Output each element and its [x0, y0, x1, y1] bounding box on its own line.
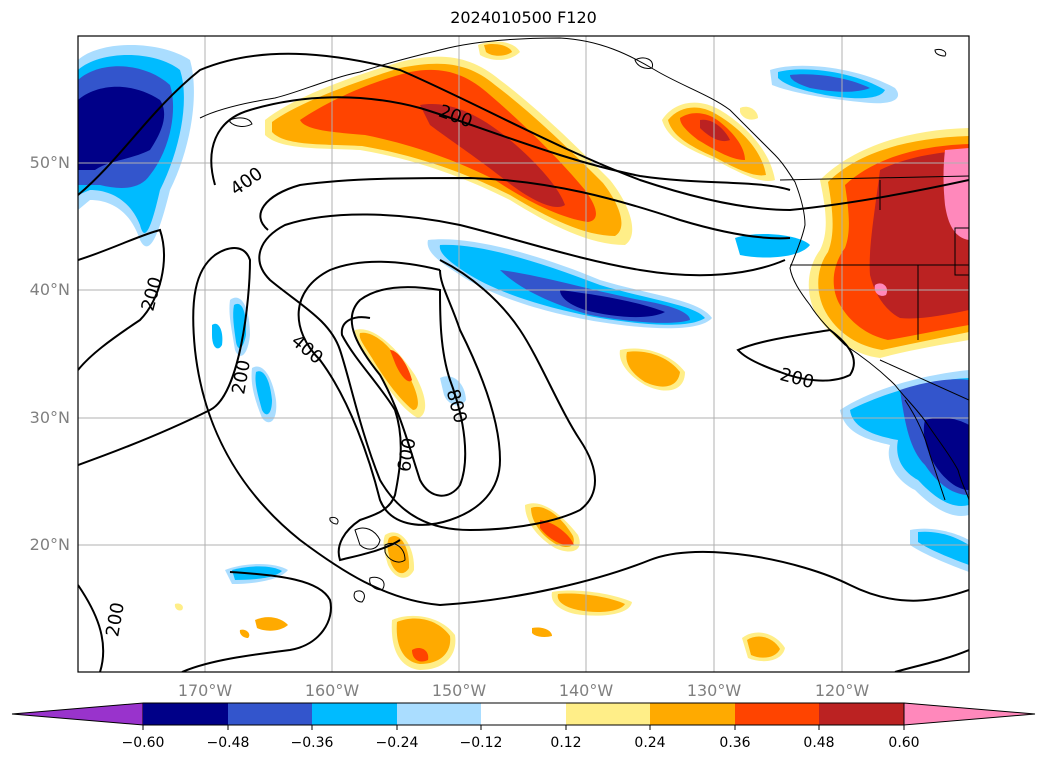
- lat-label-50n: 50°N: [29, 153, 70, 172]
- lat-label-40n: 40°N: [29, 280, 70, 299]
- positive-anomaly-pacific-nw: [662, 102, 775, 181]
- colorbar-tick-label: 0.24: [634, 735, 666, 751]
- colorbar-tick-label: −0.60: [121, 735, 165, 751]
- lon-label-150w: 150°W: [431, 681, 487, 700]
- colorbar-segment-9: [819, 703, 904, 725]
- colorbar-tick-label: 0.60: [888, 735, 920, 751]
- map-plot-area: 200 400 200 200 400 600 800 200 200: [78, 36, 969, 672]
- lat-label-20n: 20°N: [29, 535, 70, 554]
- colorbar-segment-2: [228, 703, 312, 725]
- coastlines: [199, 37, 969, 603]
- colorbar-segment-1: [143, 703, 228, 725]
- colorbar: [11, 702, 1036, 730]
- colorbar-tick-label: −0.12: [459, 735, 503, 751]
- lat-label-30n: 30°N: [29, 408, 70, 427]
- colorbar-segment-4: [397, 703, 481, 725]
- colorbar-tick-label: −0.48: [206, 735, 250, 751]
- colorbar-segment-6: [566, 703, 650, 725]
- negative-anomaly-northeast: [735, 65, 899, 258]
- lon-label-130w: 130°W: [686, 681, 742, 700]
- lon-label-120w: 120°W: [814, 681, 870, 700]
- lon-label-160w: 160°W: [304, 681, 360, 700]
- colorbar-tick-label: 0.12: [550, 735, 582, 751]
- colorbar-tick-label: −0.24: [375, 735, 419, 751]
- colorbar-segment-5: [481, 703, 566, 725]
- lon-label-170w: 170°W: [177, 681, 233, 700]
- positive-anomaly-gulf-alaska: [265, 41, 633, 245]
- positive-anomaly-west-us: [808, 128, 969, 358]
- positive-anomaly-subtropical: [174, 329, 785, 670]
- colorbar-tick-label: 0.36: [719, 735, 751, 751]
- colorbar-extend-low: [11, 702, 144, 726]
- map-title: 2024010500 F120: [450, 8, 597, 27]
- height-contours: [78, 52, 969, 672]
- negative-anomaly-nw: [78, 45, 194, 247]
- colorbar-tick-label: −0.36: [290, 735, 334, 751]
- negative-anomaly-southeast: [840, 370, 969, 572]
- graticule: [78, 36, 969, 672]
- map-frame: [77, 35, 970, 673]
- colorbar-extend-high: [903, 702, 1036, 726]
- colorbar-segment-8: [735, 703, 819, 725]
- colorbar-segment-7: [650, 703, 735, 725]
- colorbar-tick-label: 0.48: [803, 735, 835, 751]
- colorbar-segment-3: [312, 703, 397, 725]
- lon-label-140w: 140°W: [558, 681, 614, 700]
